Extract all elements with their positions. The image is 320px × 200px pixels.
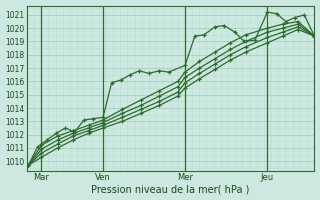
X-axis label: Pression niveau de la mer( hPa ): Pression niveau de la mer( hPa ) [92,184,250,194]
